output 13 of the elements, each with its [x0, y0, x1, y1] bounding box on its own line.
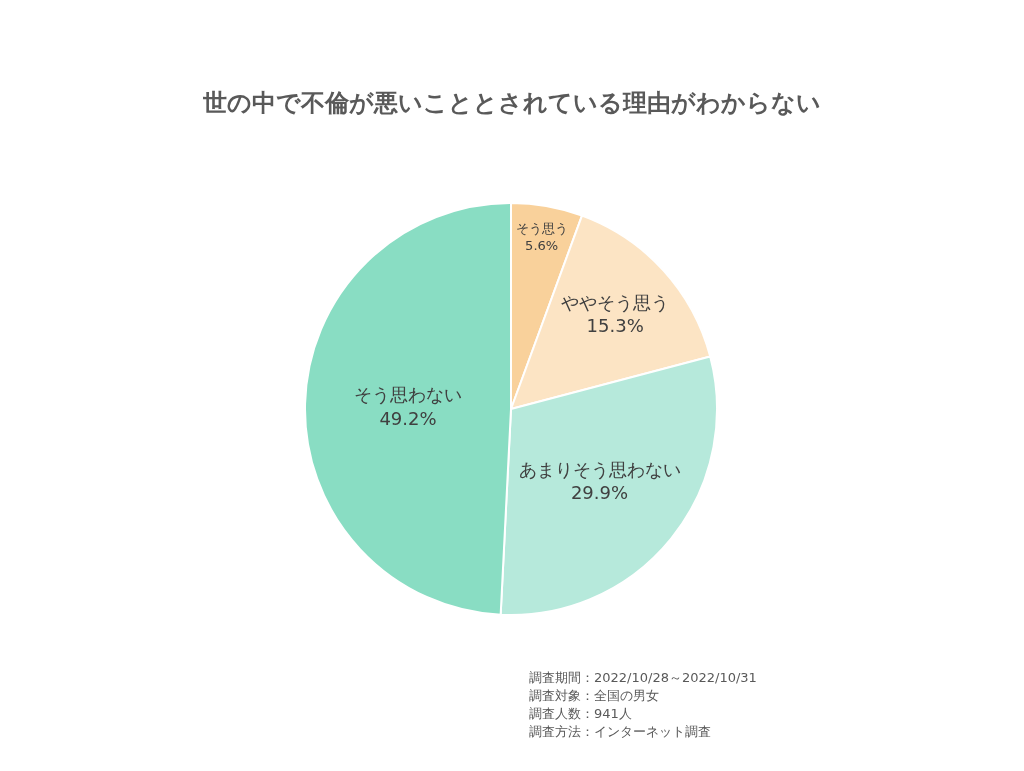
slice-label: そう思う — [515, 220, 568, 236]
chart-title: 世の中で不倫が悪いこととされている理由がわからない — [202, 89, 821, 118]
data-label: 49.2% — [379, 407, 437, 429]
text: 調査方法：インターネット調査 — [529, 724, 711, 739]
text: 調査対象：全国の男女 — [529, 688, 659, 703]
slice-label: そう思わない — [354, 384, 463, 406]
data-label: 5.6% — [525, 237, 559, 253]
slice-label: ややそう思う — [561, 291, 670, 313]
slice-label: あまりそう思わない — [518, 458, 681, 480]
data-label: 15.3% — [586, 315, 644, 337]
data-label: 29.9% — [570, 482, 629, 504]
text: 調査人数：941人 — [529, 706, 632, 721]
text: 調査期間：2022/10/28～2022/10/31 — [529, 670, 757, 685]
